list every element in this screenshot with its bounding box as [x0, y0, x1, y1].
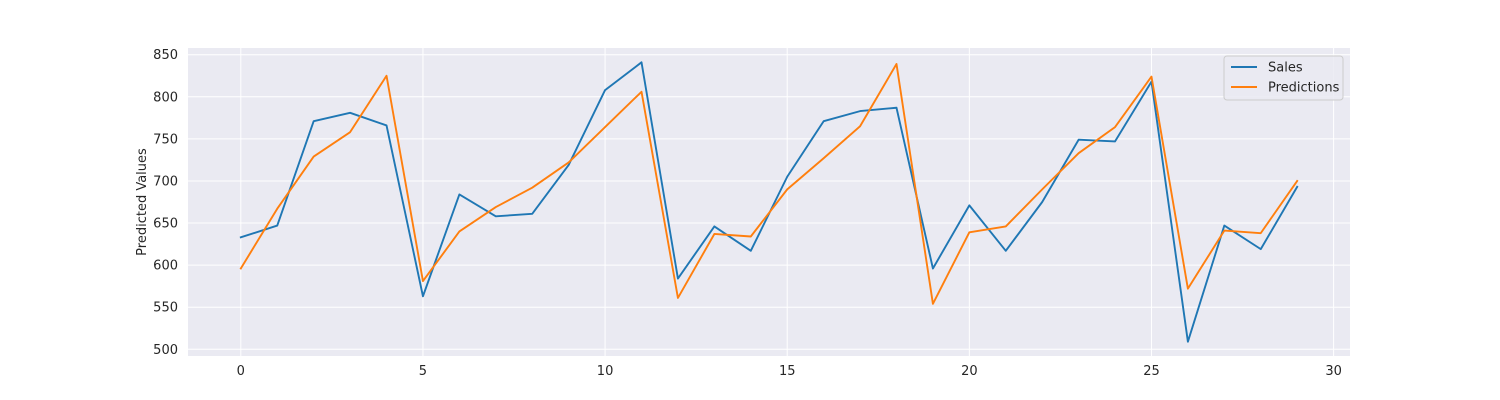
x-tick-label: 15: [779, 364, 796, 379]
series-lines: [239, 61, 1299, 343]
x-tick-label: 20: [961, 364, 978, 379]
series-line-predictions: [239, 63, 1299, 305]
x-tick-label: 10: [597, 364, 614, 379]
legend-label: Sales: [1268, 61, 1303, 76]
x-tick-label: 25: [1143, 364, 1160, 379]
y-axis-label: Predicted Values: [135, 148, 150, 256]
grid: [188, 48, 1350, 356]
x-tick-label: 0: [237, 364, 245, 379]
y-tick-label: 800: [153, 90, 178, 105]
y-tick-label: 700: [153, 174, 178, 189]
y-tick-label: 600: [153, 259, 178, 274]
legend: Sales Predictions: [1223, 55, 1344, 101]
y-tick-label: 850: [153, 48, 178, 63]
y-tick-label: 650: [153, 217, 178, 232]
y-tick-label: 750: [153, 132, 178, 147]
tick-labels: 0 5 10 15 20 25 30 500 550 600 650 700 750 800 850: [153, 48, 1342, 379]
y-tick-label: 550: [153, 301, 178, 316]
x-tick-label: 5: [419, 364, 427, 379]
legend-label: Predictions: [1268, 81, 1340, 96]
x-tick-label: 30: [1325, 364, 1342, 379]
y-tick-label: 500: [153, 343, 178, 358]
plot-area: [188, 48, 1350, 356]
